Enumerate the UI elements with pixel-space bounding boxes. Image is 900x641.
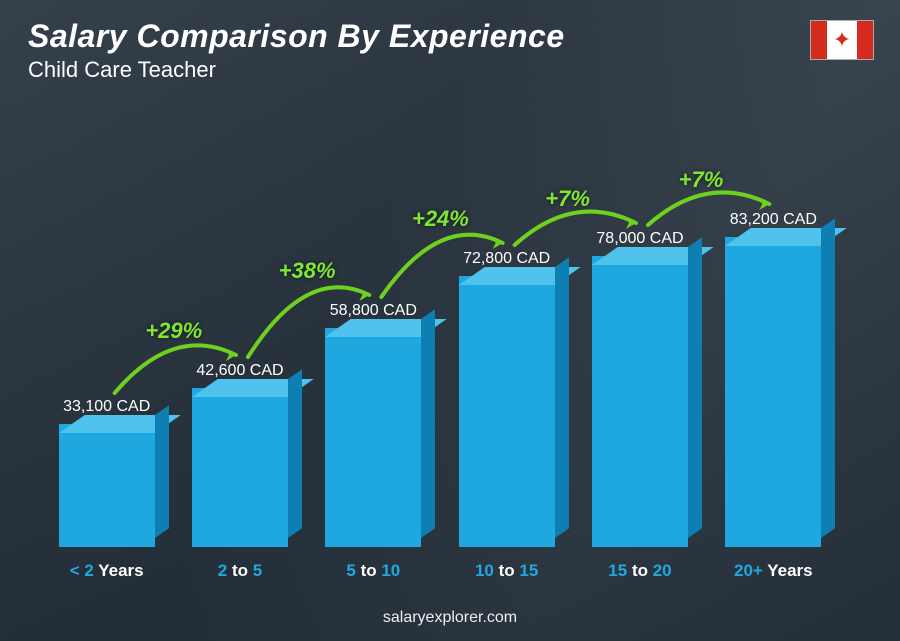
x-label-1: 2 to 5 bbox=[173, 561, 306, 581]
bar-value-label: 83,200 CAD bbox=[730, 211, 817, 229]
x-label-0: < 2 Years bbox=[40, 561, 173, 581]
x-label-5: 20+ Years bbox=[707, 561, 840, 581]
bar-shape bbox=[725, 237, 821, 547]
footer-attribution: salaryexplorer.com bbox=[0, 609, 900, 627]
salary-bar-chart: 33,100 CAD 42,600 CAD 58,800 CAD 72,800 CAD… bbox=[40, 120, 840, 581]
bar-shape bbox=[192, 388, 288, 547]
bar-shape bbox=[459, 276, 555, 547]
chart-subtitle: Child Care Teacher bbox=[28, 57, 565, 83]
bar-shape bbox=[325, 328, 421, 547]
bar-1: 42,600 CAD bbox=[173, 362, 306, 547]
bar-value-label: 58,800 CAD bbox=[330, 302, 417, 320]
pct-jump-1: +38% bbox=[279, 258, 336, 284]
bar-3: 72,800 CAD bbox=[440, 250, 573, 547]
bar-shape bbox=[592, 256, 688, 547]
x-label-2: 5 to 10 bbox=[307, 561, 440, 581]
x-label-4: 15 to 20 bbox=[573, 561, 706, 581]
flag-band-right bbox=[857, 21, 873, 59]
flag-band-mid: ✦ bbox=[827, 21, 857, 59]
x-axis-labels: < 2 Years2 to 55 to 1010 to 1515 to 2020… bbox=[40, 561, 840, 581]
pct-jump-4: +7% bbox=[679, 167, 724, 193]
bar-4: 78,000 CAD bbox=[573, 230, 706, 547]
bar-value-label: 42,600 CAD bbox=[196, 362, 283, 380]
maple-leaf-icon: ✦ bbox=[833, 29, 851, 51]
bar-0: 33,100 CAD bbox=[40, 398, 173, 547]
bar-value-label: 72,800 CAD bbox=[463, 250, 550, 268]
bar-value-label: 78,000 CAD bbox=[596, 230, 683, 248]
x-label-3: 10 to 15 bbox=[440, 561, 573, 581]
flag-band-left bbox=[811, 21, 827, 59]
country-flag-canada: ✦ bbox=[810, 20, 874, 60]
bar-value-label: 33,100 CAD bbox=[63, 398, 150, 416]
bar-shape bbox=[59, 424, 155, 547]
pct-jump-2: +24% bbox=[412, 206, 469, 232]
pct-jump-0: +29% bbox=[145, 318, 202, 344]
bar-2: 58,800 CAD bbox=[307, 302, 440, 547]
chart-header: Salary Comparison By Experience Child Ca… bbox=[28, 18, 565, 83]
pct-jump-3: +7% bbox=[545, 186, 590, 212]
bar-5: 83,200 CAD bbox=[707, 211, 840, 547]
chart-title: Salary Comparison By Experience bbox=[28, 18, 565, 55]
